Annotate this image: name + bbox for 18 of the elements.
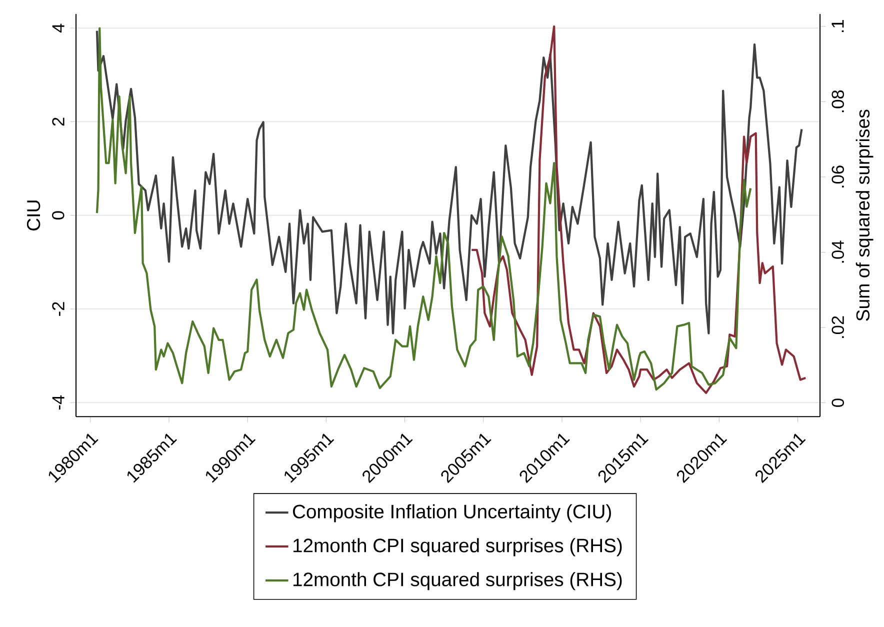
- y-tick-label: 2: [52, 118, 64, 126]
- y2-tick-label: .02: [832, 316, 844, 338]
- legend-label: 12month CPI squared surprises (RHS): [293, 572, 622, 590]
- y-tick-label: -2: [52, 302, 64, 316]
- line-series: [96, 30, 803, 334]
- y2-tick-label: .08: [832, 90, 844, 112]
- y2-tick-label: 0: [832, 398, 844, 407]
- y2-tick-label: .04: [832, 240, 844, 263]
- legend-label: 12month CPI squared surprises (RHS): [293, 538, 622, 556]
- y2-axis-title: Sum of squared surprises: [856, 110, 874, 321]
- y2-tick-label: .1: [832, 20, 844, 32]
- legend-label: Composite Inflation Uncertainty (CIU): [292, 504, 611, 522]
- y-axis-title: CIU: [26, 200, 40, 230]
- y-tick-label: 0: [52, 211, 64, 220]
- y-tick-label: 4: [52, 24, 64, 32]
- line-series: [470, 25, 807, 394]
- y2-tick-label: .06: [832, 166, 844, 188]
- y-tick-label: -4: [52, 395, 64, 410]
